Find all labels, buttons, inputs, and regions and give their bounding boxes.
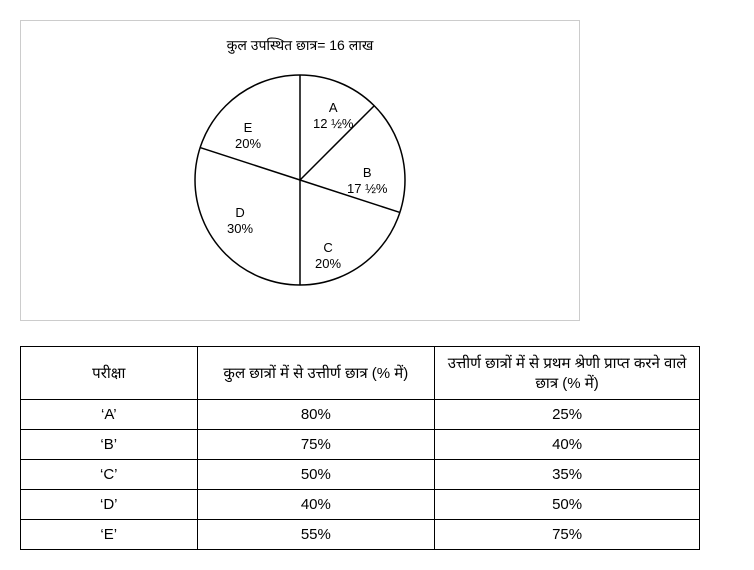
table-row: ‘D’40%50% bbox=[21, 490, 700, 520]
table-row: ‘C’50%35% bbox=[21, 460, 700, 490]
table-cell: 40% bbox=[197, 490, 435, 520]
table-cell: 35% bbox=[435, 460, 700, 490]
table-header-row: परीक्षा कुल छात्रों में से उत्तीर्ण छात्… bbox=[21, 347, 700, 400]
pie-chart-panel: कुल उपस्थित छात्र= 16 लाख A12 ½% B17 ½% C2… bbox=[20, 20, 580, 321]
col-header-passed: कुल छात्रों में से उत्तीर्ण छात्र (% में… bbox=[197, 347, 435, 400]
table-cell: ‘B’ bbox=[21, 430, 198, 460]
table-row: ‘E’55%75% bbox=[21, 520, 700, 550]
pie-slice-label-a: A12 ½% bbox=[313, 100, 353, 131]
table-cell: 80% bbox=[197, 400, 435, 430]
pie-slice-label-e: E20% bbox=[235, 120, 261, 151]
table-row: ‘A’80%25% bbox=[21, 400, 700, 430]
table-row: ‘B’75%40% bbox=[21, 430, 700, 460]
pie-slice-label-d: D30% bbox=[227, 205, 253, 236]
table-cell: 40% bbox=[435, 430, 700, 460]
table-cell: ‘C’ bbox=[21, 460, 198, 490]
table-cell: ‘E’ bbox=[21, 520, 198, 550]
table-cell: 50% bbox=[435, 490, 700, 520]
table-cell: 25% bbox=[435, 400, 700, 430]
table-cell: 50% bbox=[197, 460, 435, 490]
pie-slice-label-b: B17 ½% bbox=[347, 165, 387, 196]
table-cell: 75% bbox=[435, 520, 700, 550]
pie-chart: A12 ½% B17 ½% C20% D30% E20% bbox=[185, 65, 415, 295]
chart-title: कुल उपस्थित छात्र= 16 लाख bbox=[41, 36, 559, 55]
col-header-first-class: उत्तीर्ण छात्रों में से प्रथम श्रेणी प्र… bbox=[435, 347, 700, 400]
col-header-exam: परीक्षा bbox=[21, 347, 198, 400]
exam-table: परीक्षा कुल छात्रों में से उत्तीर्ण छात्… bbox=[20, 346, 700, 550]
table-cell: ‘A’ bbox=[21, 400, 198, 430]
table-cell: 55% bbox=[197, 520, 435, 550]
pie-slice-label-c: C20% bbox=[315, 240, 341, 271]
table-cell: ‘D’ bbox=[21, 490, 198, 520]
table-cell: 75% bbox=[197, 430, 435, 460]
